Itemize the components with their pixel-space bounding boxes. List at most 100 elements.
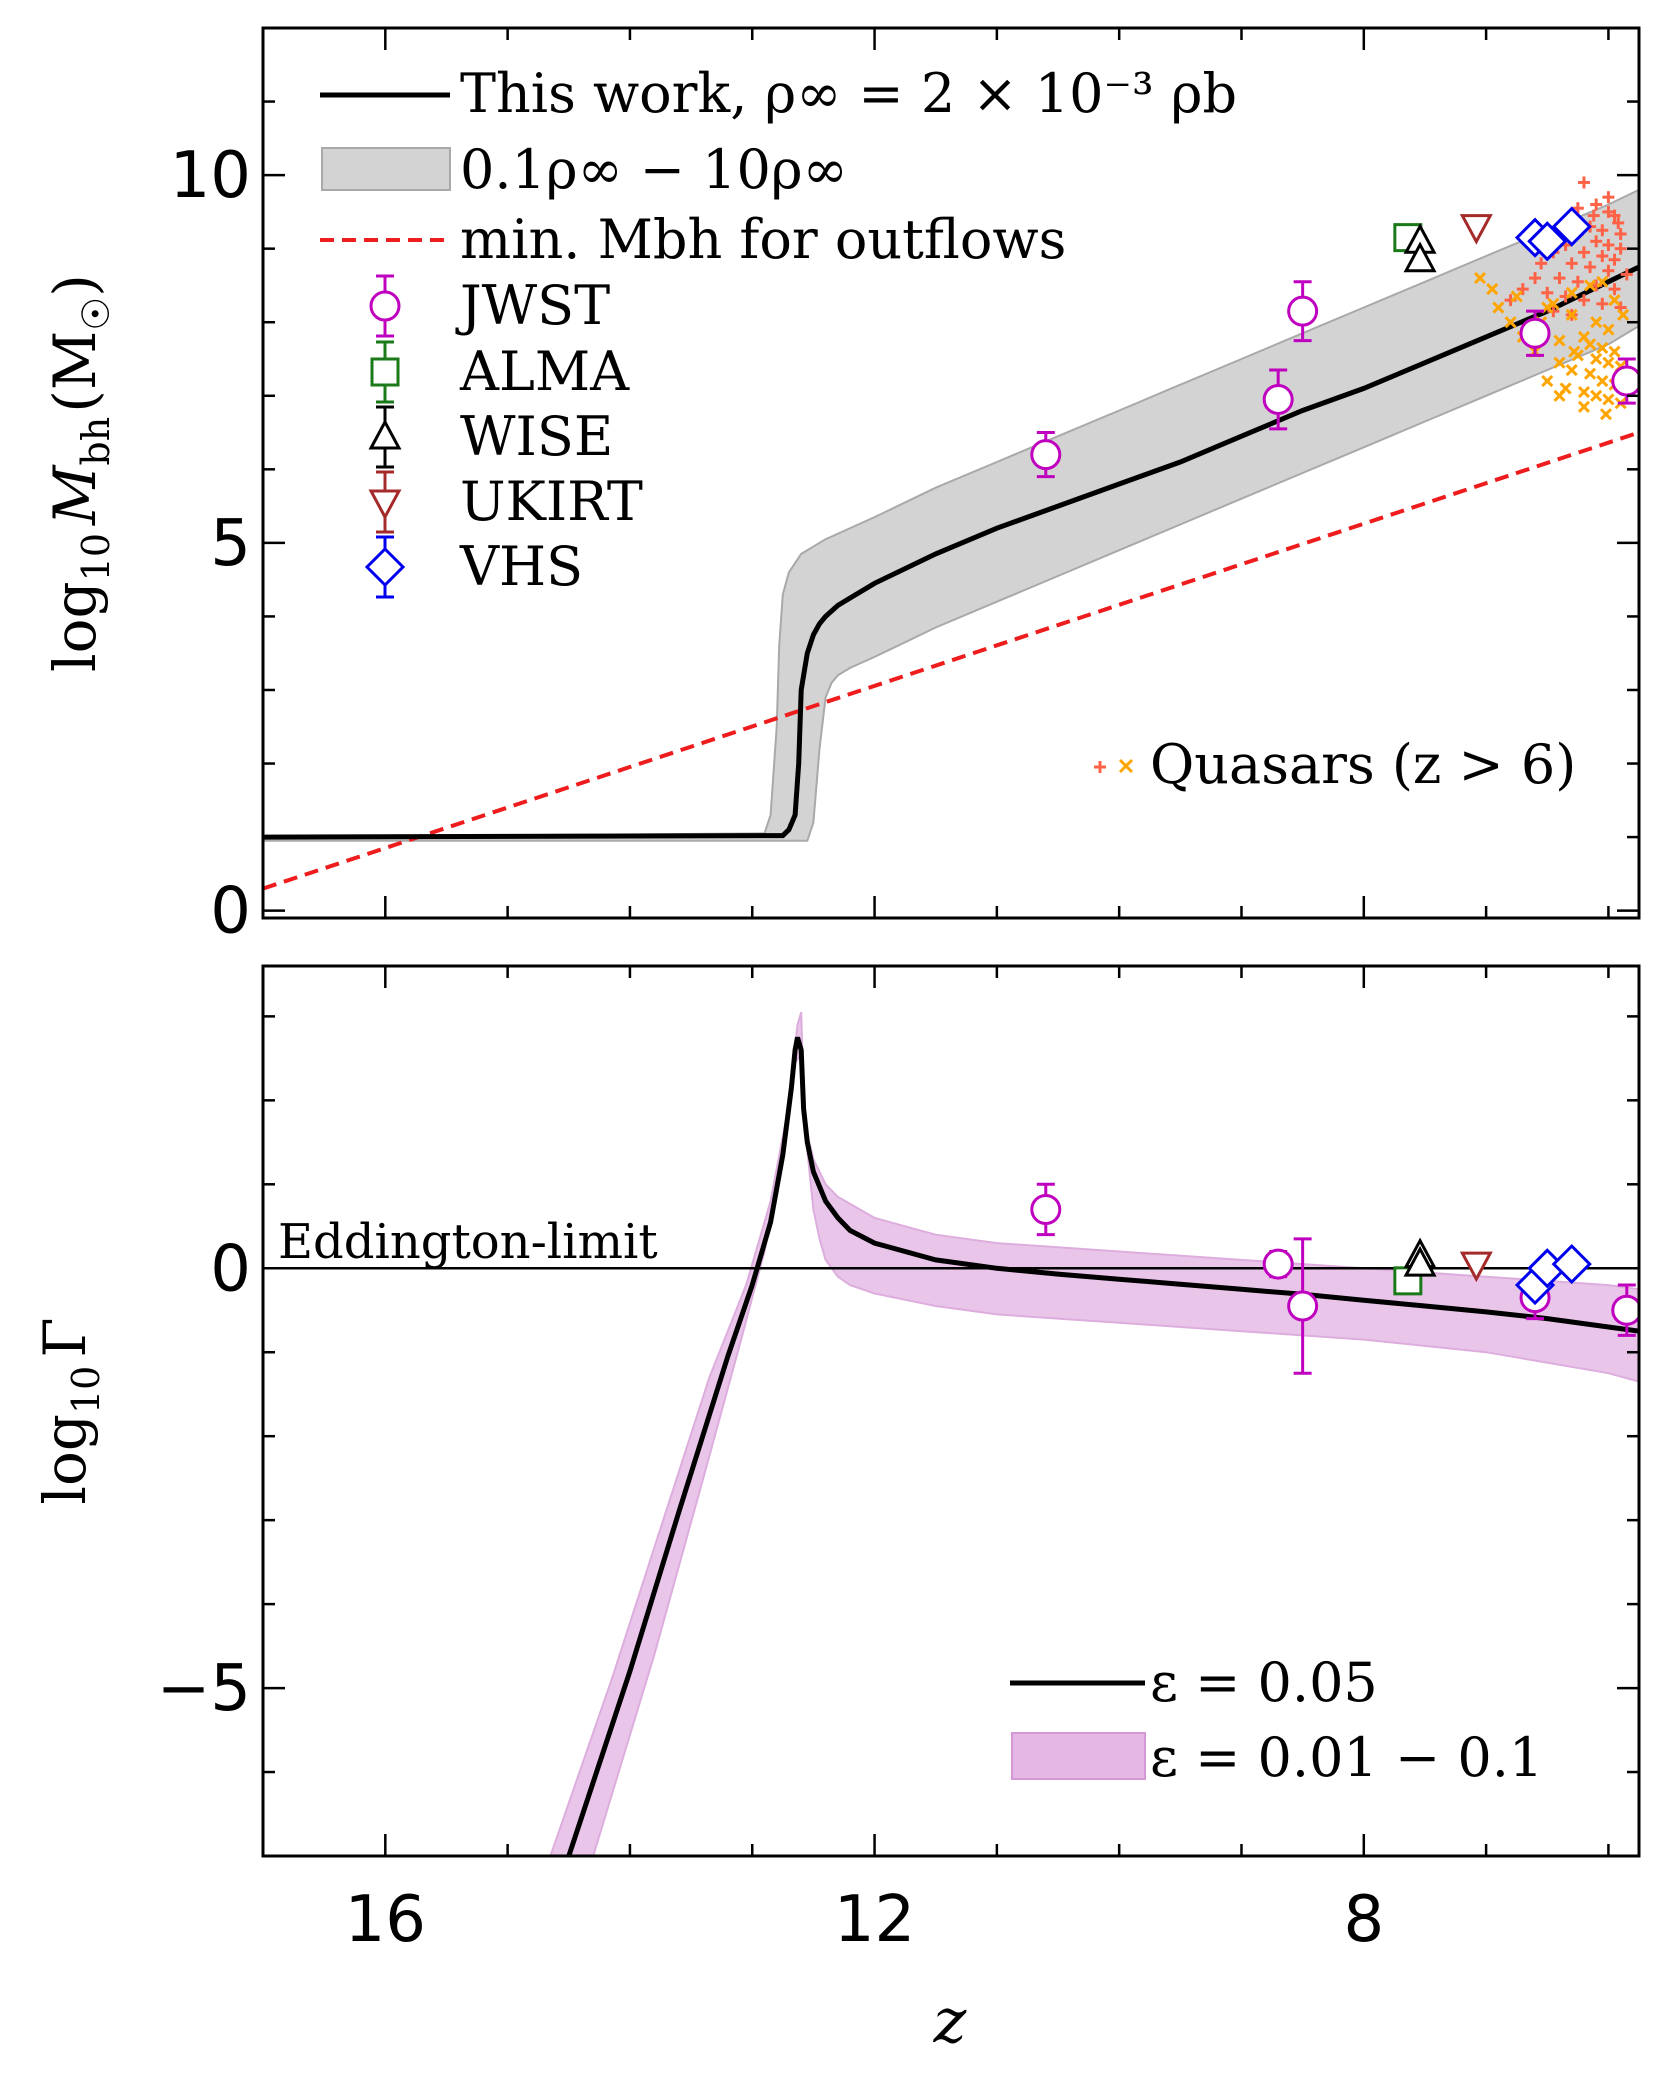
legend-label-eps: ε = 0.05: [1150, 1651, 1378, 1714]
legend-marker-vhs: [364, 546, 406, 588]
legend-marker-alma: [370, 357, 400, 387]
quasar-x-point: [1602, 356, 1615, 369]
legend-patch-eps-band: [1011, 1732, 1146, 1780]
quasar-plus-point: [1602, 264, 1615, 277]
bottom-ylabel-sub: 10: [64, 1366, 108, 1414]
quasar-x-point: [1577, 386, 1591, 399]
top-ticks: 0 5 10: [170, 26, 1639, 949]
top-plot-area: [263, 176, 1639, 891]
legend-label-model: This work, ρ∞ = 2 × 10⁻³ ρb: [460, 62, 1237, 125]
quasar-x-point: [1617, 308, 1630, 321]
quasar-plus-point: [1612, 216, 1625, 229]
quasar-plus-point: [1590, 235, 1603, 248]
top-ylabel-unit: (M: [41, 331, 109, 413]
quasar-plus-point: [1620, 268, 1633, 281]
quasar-x-point: [1553, 389, 1566, 402]
quasar-x-point: [1547, 297, 1560, 310]
legend-label-alma: ALMA: [459, 340, 630, 403]
quasar-plus-point: [1602, 238, 1615, 251]
quasar-plus-point: [1614, 227, 1627, 240]
bottom-plot-area: [263, 1011, 1639, 1856]
quasar-x-point: [1590, 352, 1603, 366]
legend-marker-quasar-plus: [1094, 761, 1106, 773]
top-axes-frame: [261, 26, 1641, 920]
top-ylabel-var-sub: bh: [74, 417, 118, 466]
quasar-x-point: [1504, 316, 1517, 329]
bottom-jwst-point: [1611, 1294, 1639, 1326]
quasar-plus-point: [1596, 297, 1609, 310]
legend-label-ukirt: UKIRT: [460, 470, 643, 533]
bottom-xtick-label: 12: [834, 1883, 915, 1957]
quasar-plus-point: [1596, 224, 1609, 237]
top-vhs-point: [1527, 221, 1568, 262]
legend-label-jwst: JWST: [455, 274, 610, 337]
quasar-x-point: [1492, 301, 1505, 314]
quasar-plus-point: [1602, 205, 1615, 218]
quasar-plus-point: [1565, 257, 1578, 270]
quasar-plus-point: [1608, 209, 1621, 222]
bottom-panel: 16 12 8 −5 0 Eddington-limit log10 Γ ε = 0.05…: [31, 964, 1641, 2057]
top-ylabel-main: log: [41, 581, 109, 672]
quasar-plus-point: [1587, 209, 1600, 222]
quasar-x-point: [1590, 316, 1603, 329]
x-axis-label: z: [933, 1984, 967, 2057]
quasar-x-point: [1602, 393, 1615, 406]
top-ytick-label: 10: [170, 139, 251, 213]
bottom-wise-point: [1403, 1245, 1437, 1277]
eddington-limit-label: Eddington-limit: [278, 1214, 658, 1270]
top-jwst-point: [1030, 439, 1062, 471]
bottom-jwst-point: [1030, 1193, 1062, 1225]
top-ukirt-point: [1459, 214, 1493, 245]
quasar-x-point: [1486, 283, 1499, 296]
quasar-x-point: [1541, 374, 1554, 388]
quasar-x-point: [1553, 356, 1566, 369]
bottom-ylabel-main: log: [31, 1414, 99, 1505]
bottom-jwst-point: [1287, 1290, 1319, 1322]
quasar-plus-point: [1529, 272, 1542, 285]
quasar-plus-point: [1602, 191, 1615, 204]
model-line: [263, 264, 1639, 840]
top-ytick-label: 0: [210, 875, 251, 949]
quasar-x-point: [1596, 341, 1609, 355]
bottom-ytick-label: −5: [157, 1652, 251, 1726]
bottom-ylabel-var: Γ: [31, 1317, 99, 1357]
bottom-axes-frame: [261, 964, 1641, 1858]
quasar-plus-point: [1577, 294, 1590, 307]
quasar-x-point: [1596, 275, 1609, 288]
legend-marker-jwst: [369, 290, 401, 322]
quasar-plus-point: [1590, 198, 1603, 211]
quasar-x-point: [1590, 389, 1603, 402]
bottom-ytick-label: 0: [210, 1232, 251, 1306]
quasar-x-point: [1565, 363, 1578, 377]
legend-marker-quasar-x: [1118, 758, 1134, 774]
top-ylabel-var: M: [41, 464, 109, 526]
bottom-legend: ε = 0.05 ε = 0.01 − 0.1: [1010, 1651, 1543, 1789]
top-jwst-point: [1611, 365, 1639, 397]
bottom-jwst-point: [1262, 1248, 1294, 1280]
bottom-xtick-label: 8: [1343, 1883, 1384, 1957]
quasar-x-point: [1584, 367, 1597, 380]
quasar-x-point: [1565, 308, 1578, 321]
legend-patch-rho-band: [321, 147, 451, 191]
legend-marker-ukirt: [368, 489, 402, 521]
quasar-plus-point: [1535, 257, 1548, 270]
bottom-vhs-point: [1551, 1243, 1592, 1285]
quasar-plus-point: [1584, 261, 1597, 274]
legend-label-eps-band: ε = 0.01 − 0.1: [1150, 1726, 1543, 1789]
legend-label-rho-band: 0.1ρ∞ − 10ρ∞: [460, 138, 848, 201]
quasar-x-point: [1596, 374, 1609, 388]
quasar-x-point: [1602, 323, 1615, 336]
bottom-xtick-label: 16: [345, 1883, 426, 1957]
top-ylabel: log10 Mbh(M☉): [41, 274, 118, 672]
top-ylabel-close: ): [41, 274, 109, 297]
quasar-x-point: [1553, 334, 1566, 347]
bottom-ylabel: log10 Γ: [31, 1317, 108, 1504]
quasar-plus-point: [1596, 250, 1609, 263]
quasar-plus-point: [1608, 253, 1621, 266]
top-ylabel-unit-sub: ☉: [74, 297, 118, 331]
quasar-plus-point: [1577, 176, 1590, 189]
rho-band: [263, 188, 1639, 842]
quasar-plus-point: [1614, 242, 1627, 255]
top-wise-point: [1403, 241, 1437, 273]
